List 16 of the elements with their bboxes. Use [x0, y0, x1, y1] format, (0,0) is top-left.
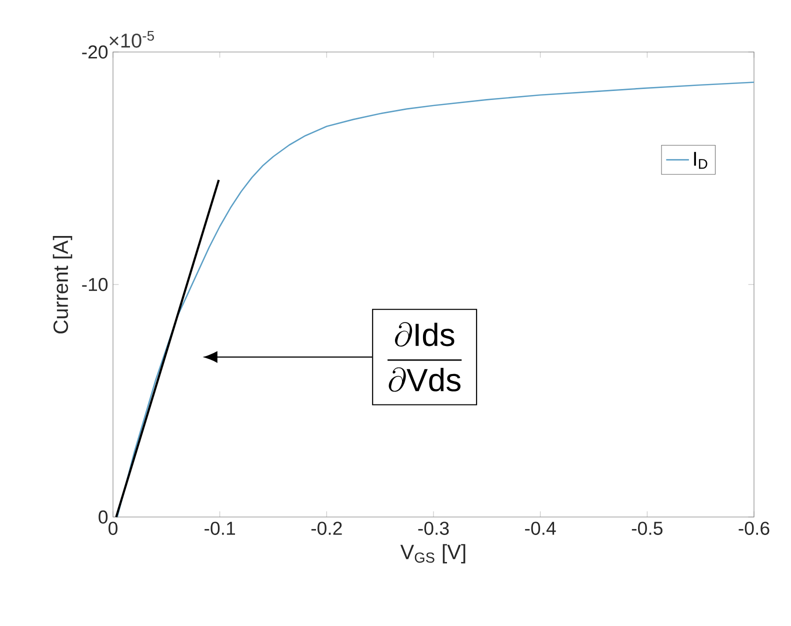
x-axis-title: V$_{GS}$ [V]: [400, 544, 466, 564]
x-tick-label: -0.6: [738, 522, 770, 535]
annotation: $\frac{\partial \mathrm{Ids}}{\partial \mathrm{Vds}}$: [388, 322, 462, 392]
x-tick-label: 0: [108, 522, 118, 535]
x-tick-label: -0.2: [311, 522, 342, 535]
x-tick-label: -0.4: [525, 522, 556, 535]
y-tick-label: 0: [98, 510, 108, 524]
y-tick-label: -10: [82, 278, 108, 292]
x-tick-label: -0.1: [204, 522, 236, 535]
x-tick-label: -0.5: [632, 522, 662, 535]
y-tick-label: -20: [82, 45, 108, 59]
legend-label: I$_{D}$: [694, 152, 708, 169]
x-tick-label: -0.3: [418, 522, 449, 535]
line-series: [116, 82, 755, 518]
y-axis-title: Current [A]: [52, 236, 72, 334]
text: ×10$^{-5}$: [110, 30, 154, 48]
